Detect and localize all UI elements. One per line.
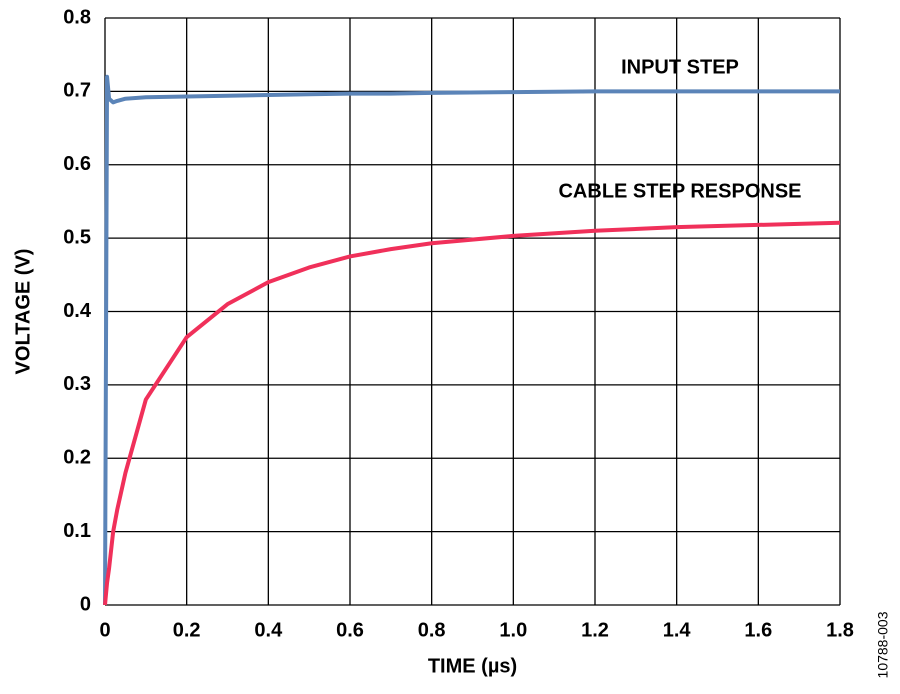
y-tick-label: 0.1 — [63, 520, 91, 542]
x-tick-label: 1.8 — [826, 619, 854, 641]
x-tick-label: 1.2 — [581, 619, 609, 641]
y-tick-label: 0.7 — [63, 80, 91, 102]
x-axis-label: TIME (µs) — [428, 655, 517, 677]
y-tick-label: 0.6 — [63, 153, 91, 175]
figure-id: 10788-003 — [875, 611, 891, 678]
x-tick-label: 0 — [99, 619, 110, 641]
y-tick-label: 0.2 — [63, 447, 91, 469]
y-tick-label: 0.3 — [63, 373, 91, 395]
x-tick-label: 1.0 — [499, 619, 527, 641]
y-tick-label: 0.8 — [63, 6, 91, 28]
data-line — [103, 220, 841, 606]
y-tick-label: 0.5 — [63, 226, 91, 248]
x-tick-label: 0.4 — [254, 619, 283, 641]
annotation: CABLE STEP RESPONSE — [558, 180, 801, 202]
x-tick-label: 1.6 — [744, 619, 772, 641]
y-tick-label: 0 — [80, 593, 91, 615]
y-axis-label: VOLTAGE (V) — [12, 249, 34, 375]
x-tick-label: 0.8 — [418, 619, 446, 641]
x-tick-label: 1.4 — [663, 619, 692, 641]
y-tick-label: 0.4 — [63, 300, 92, 322]
x-tick-label: 0.6 — [336, 619, 364, 641]
data-line — [103, 74, 840, 606]
annotation: INPUT STEP — [621, 56, 739, 78]
x-tick-label: 0.2 — [173, 619, 201, 641]
